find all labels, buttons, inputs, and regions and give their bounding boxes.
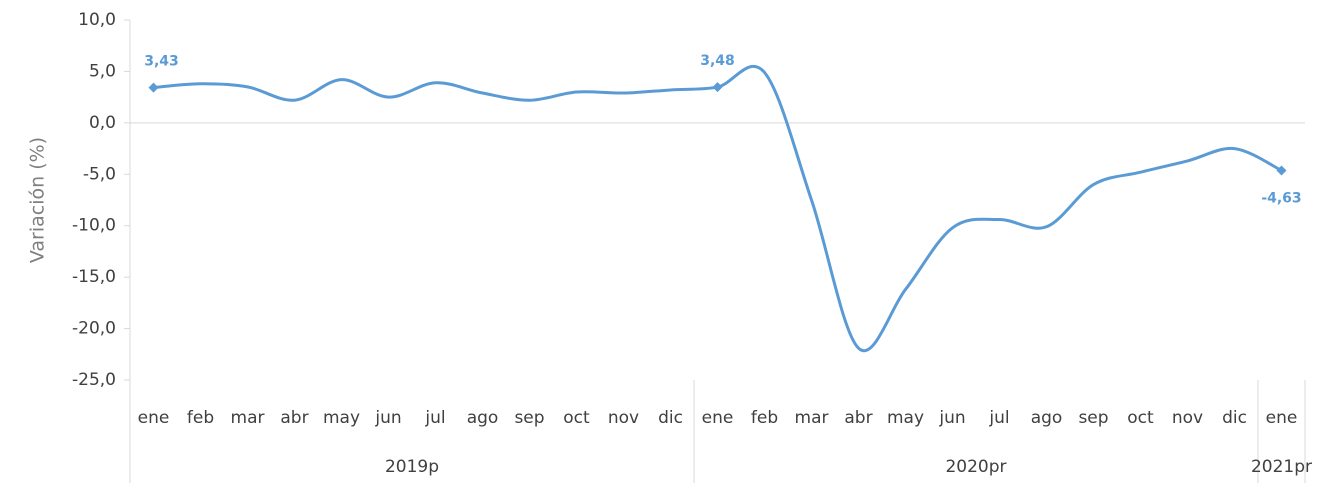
x-tick-label: nov <box>1172 408 1203 428</box>
group-label: 2020pr <box>945 457 1006 477</box>
x-tick-label: ene <box>702 408 734 428</box>
x-tick-label: dic <box>1222 408 1247 428</box>
x-tick-label: abr <box>844 408 872 428</box>
data-label: 3,43 <box>144 54 179 70</box>
marker <box>148 82 159 93</box>
data-label: 3,48 <box>700 53 735 69</box>
x-tick-label: oct <box>563 408 590 428</box>
x-tick-label: dic <box>658 408 683 428</box>
x-tick-label: feb <box>187 408 214 428</box>
x-tick-label: jul <box>424 408 445 428</box>
x-tick-label: jun <box>374 408 401 428</box>
y-tick-label: -20,0 <box>72 319 116 339</box>
marker <box>1276 165 1287 176</box>
x-tick-label: may <box>887 408 924 428</box>
x-tick-label: nov <box>608 408 639 428</box>
data-label: -4,63 <box>1261 190 1301 206</box>
y-axis-title: Variación (%) <box>27 137 49 263</box>
x-tick-label: may <box>323 408 360 428</box>
marker <box>712 82 723 93</box>
y-tick-label: -10,0 <box>72 216 116 236</box>
x-tick-label: jul <box>988 408 1009 428</box>
x-tick-label: mar <box>795 408 829 428</box>
x-tick-label: sep <box>1078 408 1108 428</box>
x-tick-label: abr <box>280 408 308 428</box>
group-label: 2021pr <box>1251 457 1312 477</box>
x-tick-label: ago <box>467 408 499 428</box>
x-tick-label: sep <box>514 408 544 428</box>
y-tick-label: -25,0 <box>72 370 116 390</box>
x-tick-label: ene <box>1266 408 1298 428</box>
y-tick-label: 0,0 <box>89 113 116 133</box>
x-tick-label: jun <box>938 408 965 428</box>
y-tick-label: 5,0 <box>89 61 116 81</box>
x-tick-label: mar <box>231 408 265 428</box>
x-tick-label: ago <box>1031 408 1063 428</box>
y-tick-label: -15,0 <box>72 267 116 287</box>
x-tick-label: feb <box>751 408 778 428</box>
x-tick-label: oct <box>1127 408 1154 428</box>
line <box>153 64 1283 353</box>
y-tick-label: 10,0 <box>78 10 116 30</box>
group-label: 2019p <box>385 457 439 477</box>
y-tick-label: -5,0 <box>83 164 116 184</box>
x-tick-label: ene <box>138 408 170 428</box>
